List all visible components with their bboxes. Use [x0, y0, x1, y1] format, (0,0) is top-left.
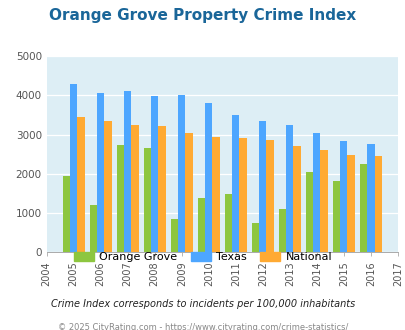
Bar [158, 126, 165, 252]
Bar [258, 120, 266, 252]
Bar [339, 141, 347, 252]
Bar [117, 145, 124, 252]
Bar [178, 95, 185, 252]
Bar [63, 176, 70, 252]
Bar [131, 125, 139, 252]
Bar [332, 181, 339, 252]
Bar [347, 155, 354, 252]
Bar [251, 223, 258, 252]
Bar [373, 156, 381, 252]
Bar [224, 194, 232, 252]
Bar [305, 172, 312, 252]
Bar [151, 96, 158, 252]
Bar [266, 140, 273, 252]
Bar [77, 117, 84, 252]
Bar [212, 137, 219, 252]
Bar [366, 144, 373, 252]
Bar [239, 138, 246, 252]
Bar [232, 115, 239, 252]
Bar [205, 103, 212, 252]
Bar [90, 205, 97, 252]
Bar [197, 198, 205, 252]
Bar [143, 148, 151, 252]
Bar [293, 146, 300, 252]
Bar [70, 83, 77, 252]
Bar [171, 219, 178, 252]
Bar [124, 91, 131, 252]
Bar [312, 133, 320, 252]
Bar [185, 133, 192, 252]
Bar [286, 125, 293, 252]
Bar [104, 121, 111, 252]
Bar [97, 93, 104, 252]
Bar [359, 164, 366, 252]
Bar [320, 150, 327, 252]
Text: Crime Index corresponds to incidents per 100,000 inhabitants: Crime Index corresponds to incidents per… [51, 299, 354, 309]
Bar [278, 209, 286, 252]
Text: © 2025 CityRating.com - https://www.cityrating.com/crime-statistics/: © 2025 CityRating.com - https://www.city… [58, 323, 347, 330]
Text: Orange Grove Property Crime Index: Orange Grove Property Crime Index [49, 8, 356, 23]
Legend: Orange Grove, Texas, National: Orange Grove, Texas, National [69, 248, 336, 267]
